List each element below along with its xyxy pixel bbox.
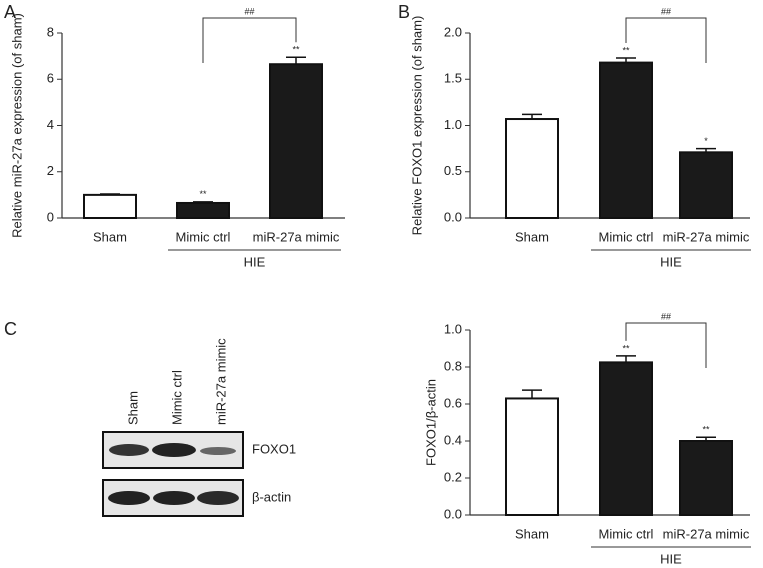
band-label: FOXO1 — [252, 441, 296, 456]
panel-label: A — [4, 2, 16, 22]
bar — [83, 193, 137, 219]
group-label: HIE — [660, 254, 682, 269]
x-tick-label: Sham — [515, 526, 549, 541]
bar — [176, 201, 230, 219]
y-tick-label: 2 — [47, 163, 54, 178]
bracket-label: ## — [661, 311, 671, 321]
lane-label: miR-27a mimic — [213, 338, 228, 425]
bar — [599, 61, 653, 219]
significance: ** — [292, 45, 300, 55]
significance: ** — [622, 45, 630, 55]
bracket — [625, 17, 707, 63]
x-tick-label: miR-27a mimic — [663, 229, 750, 244]
lane-label: Mimic ctrl — [169, 370, 184, 425]
y-tick-label: 0.0 — [444, 506, 462, 521]
y-tick-label: 1.0 — [444, 321, 462, 336]
y-tick-label: 0.5 — [444, 163, 462, 178]
y-tick-label: 0.6 — [444, 395, 462, 410]
x-tick-label: miR-27a mimic — [253, 229, 340, 244]
bar — [599, 361, 653, 516]
band — [109, 444, 149, 456]
significance: ** — [622, 343, 630, 353]
x-tick-label: Mimic ctrl — [599, 526, 654, 541]
y-axis-label: Relative miR-27a expression (of sham) — [9, 13, 24, 238]
y-tick-label: 0.2 — [444, 469, 462, 484]
bar — [679, 151, 733, 219]
band — [153, 491, 195, 505]
bar — [505, 118, 559, 219]
panel-label: B — [398, 2, 410, 22]
band — [200, 447, 236, 455]
x-tick-label: Sham — [515, 229, 549, 244]
x-tick-label: Sham — [93, 229, 127, 244]
y-tick-label: 1.0 — [444, 117, 462, 132]
y-axis-label: FOXO1/β-actin — [423, 379, 438, 466]
panel-label: C — [4, 319, 17, 339]
band — [197, 491, 239, 505]
bracket-label: ## — [661, 6, 671, 16]
y-tick-label: 6 — [47, 71, 54, 86]
y-tick-label: 1.5 — [444, 71, 462, 86]
y-tick-label: 2.0 — [444, 24, 462, 39]
band-label: β-actin — [252, 489, 291, 504]
y-tick-label: 0 — [47, 209, 54, 224]
x-tick-label: miR-27a mimic — [663, 526, 750, 541]
band — [108, 491, 150, 505]
bar — [679, 440, 733, 516]
significance: * — [704, 136, 708, 146]
significance: ** — [199, 189, 207, 199]
group-label: HIE — [244, 254, 266, 269]
y-tick-label: 4 — [47, 117, 54, 132]
blot: Sham Mimic ctrl miR-27a mimic FOXO1 β-ac… — [102, 338, 296, 517]
bracket — [202, 17, 297, 63]
y-tick-label: 0.0 — [444, 209, 462, 224]
y-tick-label: 0.8 — [444, 358, 462, 373]
group-label: HIE — [660, 551, 682, 566]
bar — [269, 63, 323, 219]
bracket-label: ## — [244, 6, 254, 16]
y-axis-label: Relative FOXO1 expression (of sham) — [409, 16, 424, 236]
band — [152, 443, 196, 457]
bracket — [625, 322, 707, 368]
significance: ** — [702, 425, 710, 435]
lane-label: Sham — [125, 391, 140, 425]
y-tick-label: 8 — [47, 24, 54, 39]
y-tick-label: 0.4 — [444, 432, 462, 447]
bar — [505, 397, 559, 517]
x-tick-label: Mimic ctrl — [176, 229, 231, 244]
x-tick-label: Mimic ctrl — [599, 229, 654, 244]
